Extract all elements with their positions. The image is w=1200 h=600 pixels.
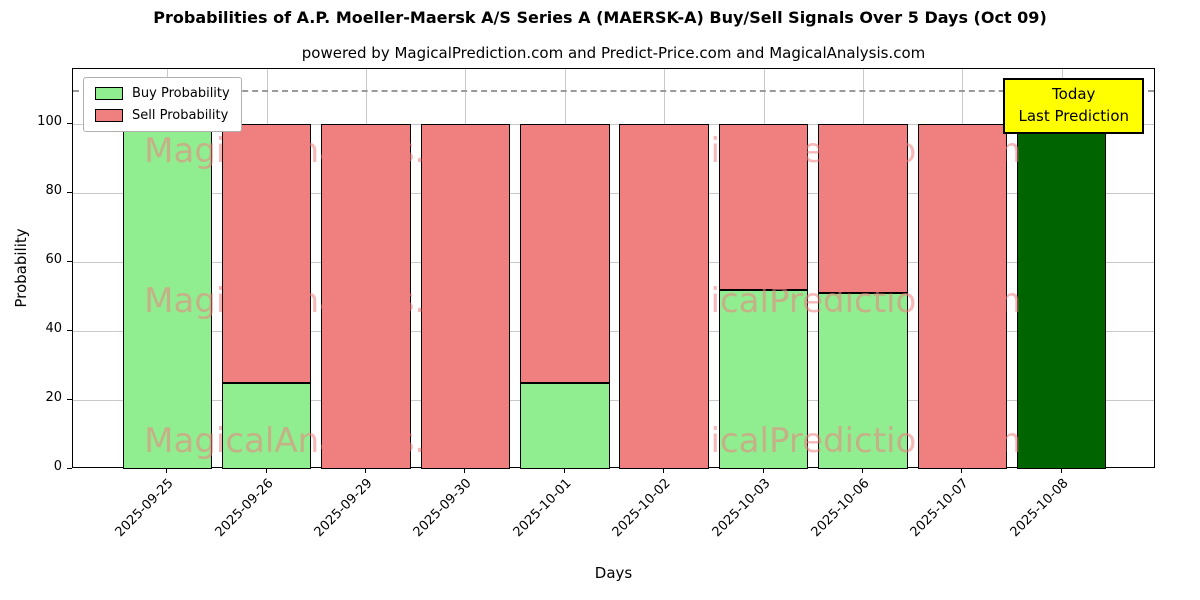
bar-sell-2025-09-26 (222, 124, 312, 383)
y-tick-mark (67, 468, 72, 469)
x-tick-mark (762, 468, 764, 473)
chart-title: Probabilities of A.P. Moeller-Maersk A/S… (153, 8, 1047, 27)
y-gridline (73, 400, 1154, 402)
bar-sell-2025-10-06 (818, 124, 908, 294)
watermark-text: MagicalPrediction.com (638, 421, 1022, 461)
y-gridline (73, 262, 1154, 264)
x-tick-mark (663, 468, 665, 473)
watermark-text: MagicalAnalysis.com (144, 421, 498, 461)
y-tick-label: 40 (45, 321, 62, 337)
today-annotation: Today Last Prediction (1003, 78, 1144, 134)
y-tick-label: 100 (37, 114, 62, 130)
y-tick-mark (67, 192, 72, 194)
bar-sell-2025-10-02 (619, 124, 709, 469)
chart-subtitle: powered by MagicalPrediction.com and Pre… (301, 44, 926, 62)
bar-sell-2025-10-03 (718, 124, 809, 290)
legend-swatch-sell (95, 109, 123, 122)
x-tick-mark (166, 468, 168, 473)
bar-sell-2025-09-30 (420, 124, 511, 469)
watermark-text: MagicalPrediction.com (638, 131, 1022, 171)
x-tick-mark (563, 468, 565, 473)
y-gridline (73, 124, 1154, 126)
watermark-text: MagicalAnalysis.com (144, 131, 498, 171)
x-tick-mark (265, 468, 267, 473)
annotation-line-2: Last Prediction (1018, 106, 1129, 125)
x-tick-mark (365, 468, 367, 473)
legend-swatch-buy (95, 87, 123, 100)
annotation-line-1: Today (1052, 85, 1096, 103)
legend-item-buy: Buy Probability (95, 86, 230, 101)
y-tick-label: 60 (45, 252, 62, 268)
bar-sell-2025-10-07 (917, 124, 1007, 469)
y-tick-label: 80 (45, 183, 62, 199)
y-tick-mark (67, 399, 72, 401)
x-tick-mark (464, 468, 466, 473)
bar-buy-2025-10-01 (520, 382, 610, 469)
y-tick-mark (67, 261, 72, 263)
x-axis-label: Days (594, 564, 633, 582)
bar-layer (73, 69, 1154, 469)
y-gridline (73, 193, 1154, 195)
legend-item-sell: Sell Probability (95, 108, 230, 123)
x-tick-mark (1060, 468, 1062, 473)
plot-area: MagicalAnalysis.com MagicalPrediction.com… (72, 68, 1155, 469)
bar-sell-2025-09-29 (321, 124, 411, 469)
legend: Buy Probability Sell Probability (83, 77, 242, 132)
bar-buy-2025-10-03 (718, 289, 809, 469)
y-tick-label: 0 (53, 459, 62, 474)
legend-label-sell: Sell Probability (132, 108, 229, 123)
bar-buy-2025-10-08 (1016, 124, 1107, 469)
x-tick-mark (861, 468, 863, 473)
y-axis-label: Probability (12, 228, 30, 308)
watermark-text: MagicalPrediction.com (638, 281, 1022, 321)
bar-buy-2025-10-06 (818, 293, 908, 469)
y-tick-label: 20 (45, 390, 62, 406)
y-tick-mark (67, 330, 72, 332)
legend-label-buy: Buy Probability (132, 86, 230, 101)
bar-buy-2025-09-25 (122, 124, 213, 469)
bar-buy-2025-09-26 (222, 382, 312, 469)
y-tick-mark (67, 123, 72, 125)
watermark-layer: MagicalAnalysis.com MagicalPrediction.com… (73, 69, 1154, 467)
x-tick-mark (961, 468, 963, 473)
bar-sell-2025-10-01 (520, 124, 610, 383)
threshold-dashed-line (73, 89, 1154, 92)
watermark-text: MagicalAnalysis.com (144, 281, 498, 321)
y-gridline (73, 331, 1154, 333)
